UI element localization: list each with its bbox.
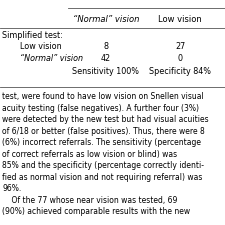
- Text: (90%) achieved comparable results with the new: (90%) achieved comparable results with t…: [2, 207, 190, 216]
- Text: “Normal” vision: “Normal” vision: [72, 15, 139, 24]
- Text: fied as normal vision and not requiring referral) was: fied as normal vision and not requiring …: [2, 173, 203, 182]
- Text: 85% and the specificity (percentage correctly identi-: 85% and the specificity (percentage corr…: [2, 161, 204, 170]
- Text: Low vision: Low vision: [158, 15, 202, 24]
- Text: Simplified test:: Simplified test:: [2, 32, 63, 40]
- Text: 42: 42: [101, 54, 111, 63]
- Text: Of the 77 whose near vision was tested, 69: Of the 77 whose near vision was tested, …: [2, 196, 178, 205]
- Text: acuity testing (false negatives). A further four (3%): acuity testing (false negatives). A furt…: [2, 104, 199, 113]
- Text: 27: 27: [175, 42, 185, 51]
- Text: “Normal” vision: “Normal” vision: [20, 54, 83, 63]
- Text: of 6/18 or better (false positives). Thus, there were 8: of 6/18 or better (false positives). Thu…: [2, 127, 205, 136]
- Text: 8: 8: [103, 42, 108, 51]
- Text: test, were found to have low vision on Snellen visual: test, were found to have low vision on S…: [2, 92, 204, 101]
- Text: of correct referrals as low vision or blind) was: of correct referrals as low vision or bl…: [2, 150, 177, 159]
- Text: Specificity 84%: Specificity 84%: [149, 68, 211, 76]
- Text: (6%) incorrect referrals. The sensitivity (percentage: (6%) incorrect referrals. The sensitivit…: [2, 138, 201, 147]
- Text: Sensitivity 100%: Sensitivity 100%: [72, 68, 139, 76]
- Text: 0: 0: [178, 54, 182, 63]
- Text: 96%.: 96%.: [2, 184, 22, 193]
- Text: were detected by the new test but had visual acuities: were detected by the new test but had vi…: [2, 115, 209, 124]
- Text: Low vision: Low vision: [20, 42, 62, 51]
